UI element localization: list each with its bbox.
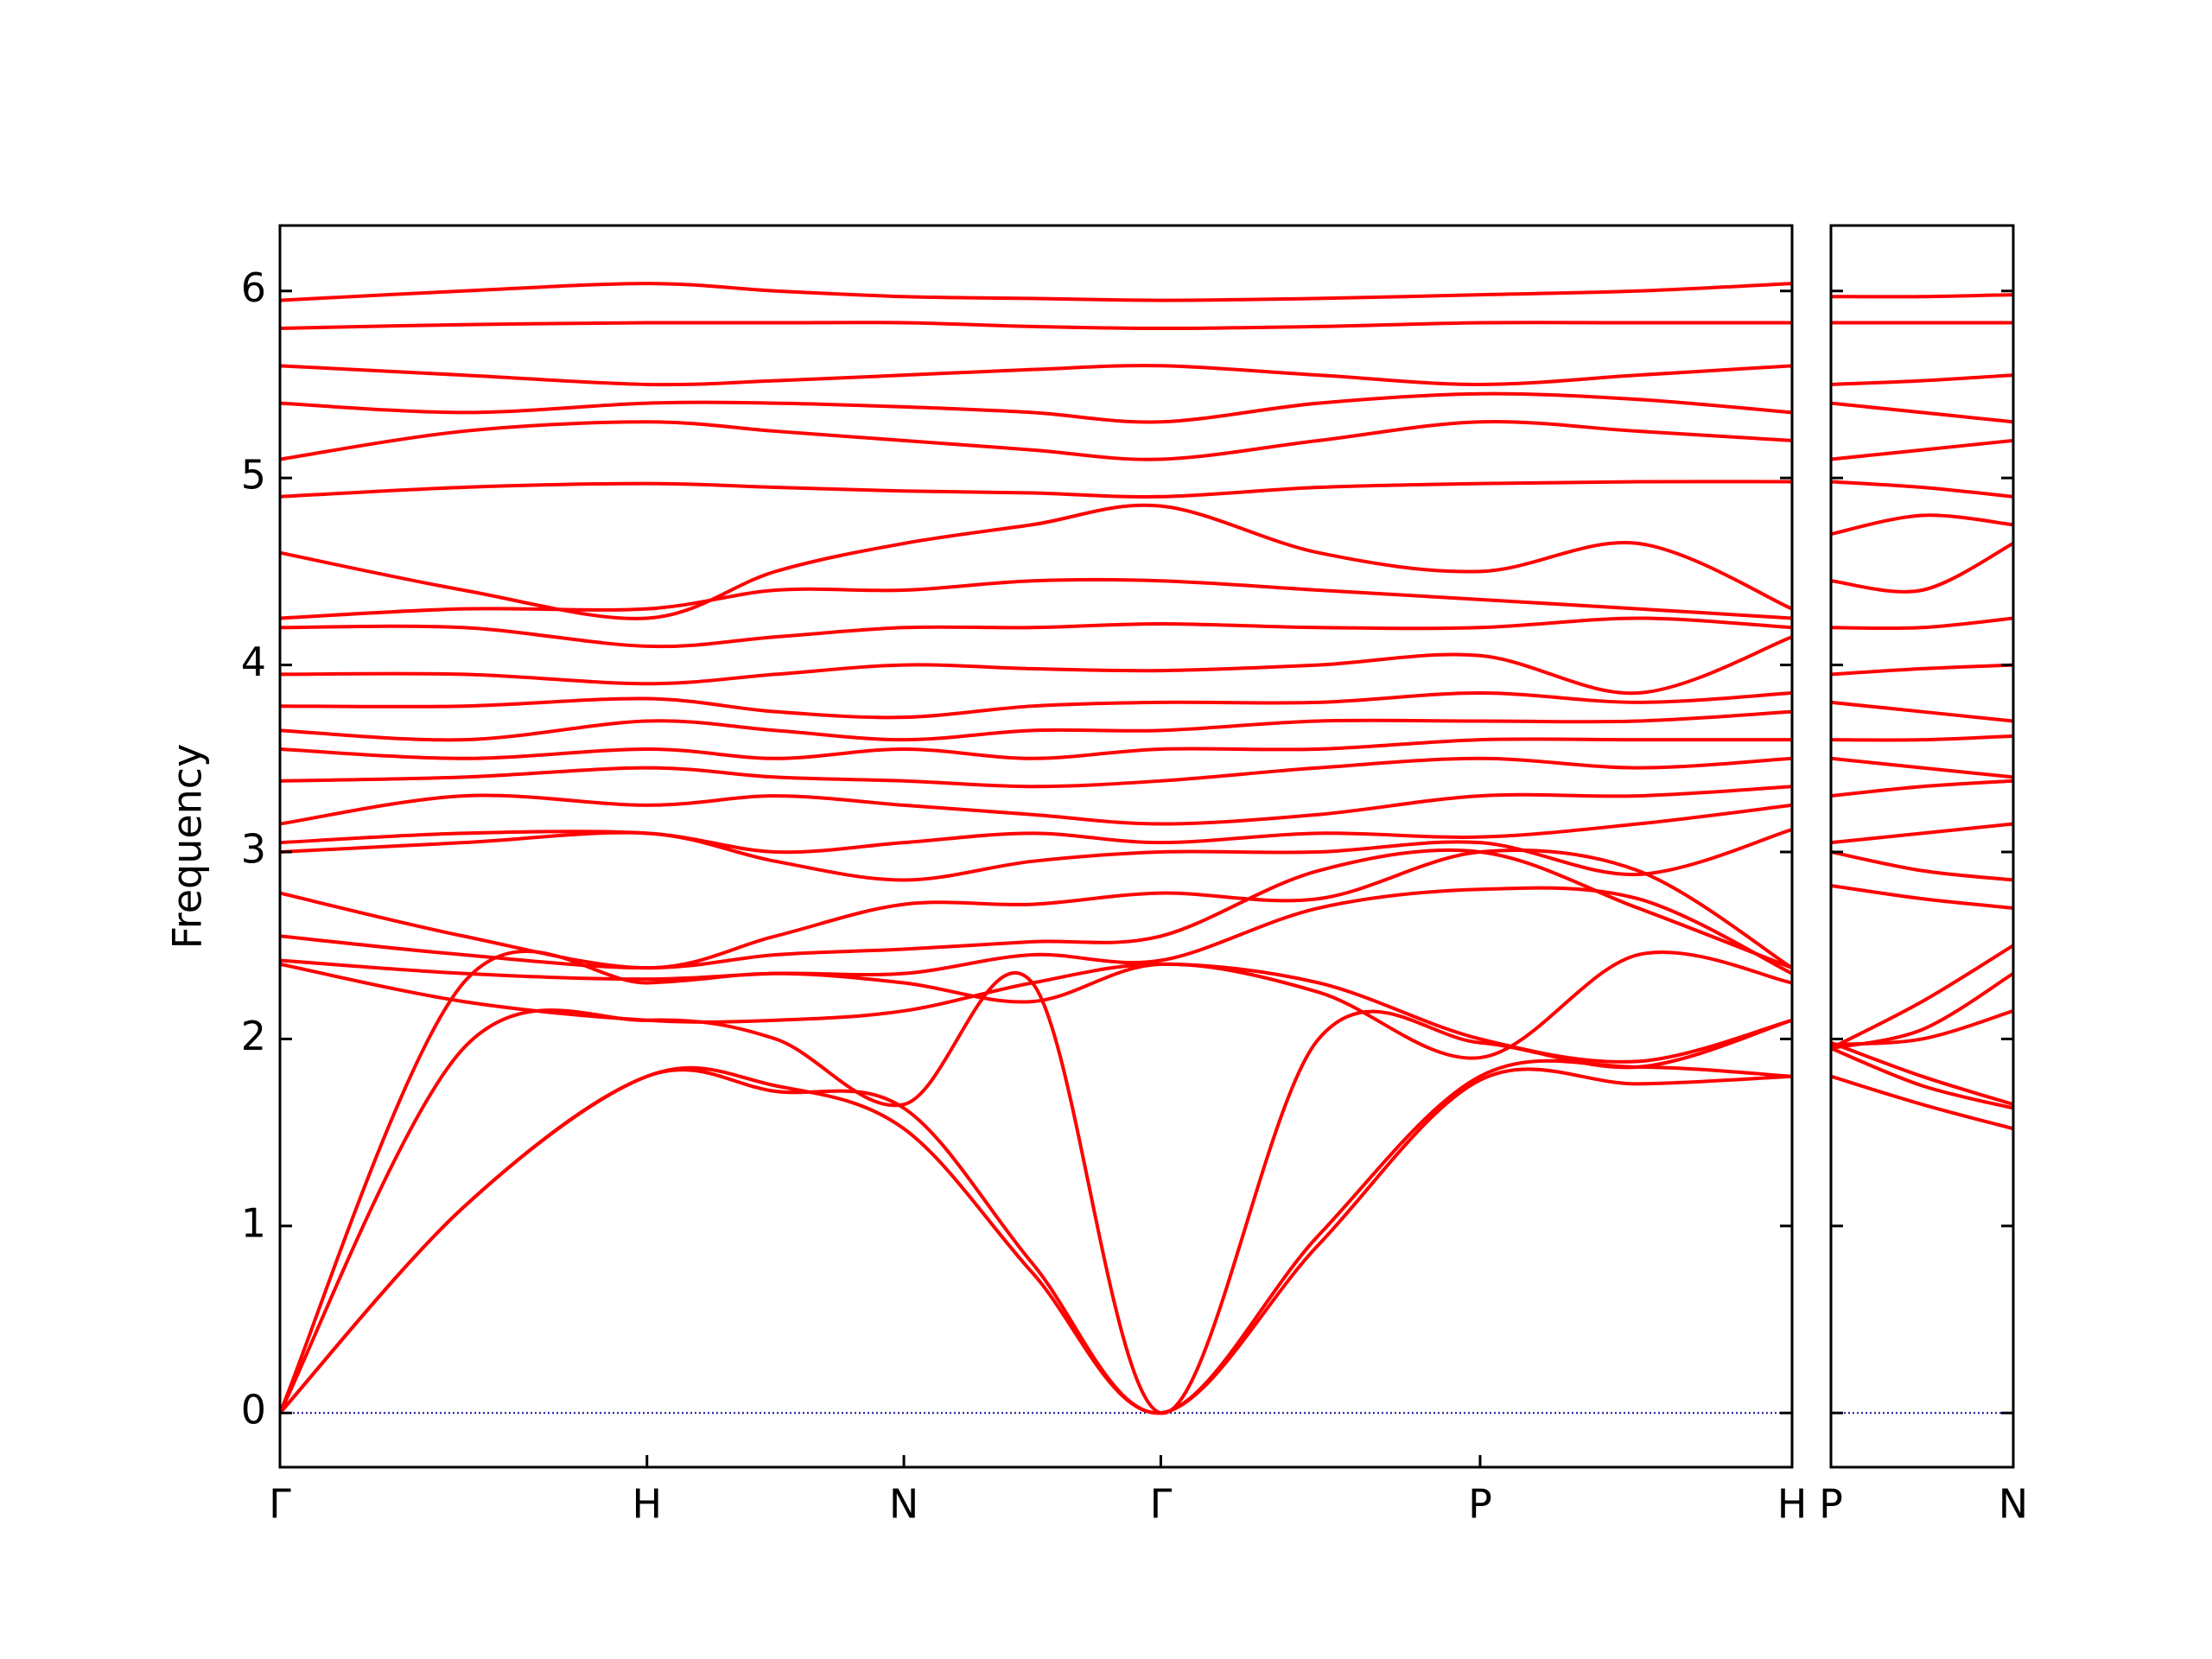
y-tick-label: 4 — [241, 639, 266, 685]
band-line — [280, 803, 1792, 855]
band-line — [1831, 373, 2013, 386]
x-tick-label: N — [1999, 1481, 2028, 1528]
band-line — [280, 785, 1792, 826]
band-line — [280, 950, 1792, 1414]
y-tick-label: 2 — [241, 1013, 266, 1059]
band-line — [1831, 944, 2013, 1051]
x-tick-label: N — [889, 1481, 918, 1528]
band-line — [280, 971, 1792, 1415]
band-line — [1831, 1040, 2013, 1107]
band-line — [280, 828, 1792, 882]
x-tick-label: H — [1777, 1481, 1808, 1528]
band-line — [1831, 1074, 2013, 1131]
band-line — [280, 737, 1792, 760]
axes-frame — [1829, 224, 2015, 1469]
band-line — [280, 635, 1792, 696]
band-line — [280, 364, 1792, 387]
band-line — [280, 709, 1792, 742]
band-line — [280, 480, 1792, 499]
band-line — [1831, 663, 2013, 677]
band-line — [280, 420, 1792, 461]
axes-frame — [278, 224, 1794, 1469]
band-line — [1831, 401, 2013, 424]
band-line — [280, 848, 1792, 970]
band-line — [280, 886, 1792, 982]
band-line — [1831, 542, 2013, 594]
y-tick-label: 5 — [241, 452, 266, 499]
band-line — [1831, 513, 2013, 537]
band-line — [1831, 971, 2013, 1051]
band-line — [1831, 480, 2013, 499]
x-tick-label: H — [632, 1481, 662, 1528]
x-tick-label: Γ — [269, 1481, 291, 1528]
x-tick-label: P — [1819, 1481, 1843, 1528]
band-line — [1831, 438, 2013, 461]
band-line — [280, 391, 1792, 424]
band-line — [280, 1065, 1792, 1415]
band-line — [1831, 850, 2013, 882]
band-line — [1831, 293, 2013, 299]
band-line — [1831, 779, 2013, 798]
x-tick-label: Γ — [1150, 1481, 1173, 1528]
band-line — [280, 321, 1792, 331]
y-tick-label: 0 — [241, 1387, 266, 1433]
y-tick-label: 3 — [241, 825, 266, 872]
band-line — [1831, 1009, 2013, 1046]
y-axis-label: Frequency — [164, 744, 211, 950]
band-line — [280, 756, 1792, 789]
band-line — [1831, 1046, 2013, 1110]
band-line — [280, 616, 1792, 649]
x-tick-label: P — [1468, 1481, 1492, 1528]
band-line — [280, 848, 1792, 970]
band-line — [1831, 883, 2013, 910]
y-tick-label: 6 — [241, 264, 266, 311]
band-line — [280, 282, 1792, 302]
band-line — [1831, 616, 2013, 631]
band-line — [280, 691, 1792, 720]
band-line — [1831, 822, 2013, 845]
band-line — [1831, 734, 2013, 742]
band-line — [280, 962, 1792, 1064]
y-tick-label: 1 — [241, 1199, 266, 1246]
band-line — [1831, 700, 2013, 723]
band-line — [280, 1058, 1792, 1415]
band-line — [1831, 756, 2013, 779]
band-line — [280, 503, 1792, 620]
